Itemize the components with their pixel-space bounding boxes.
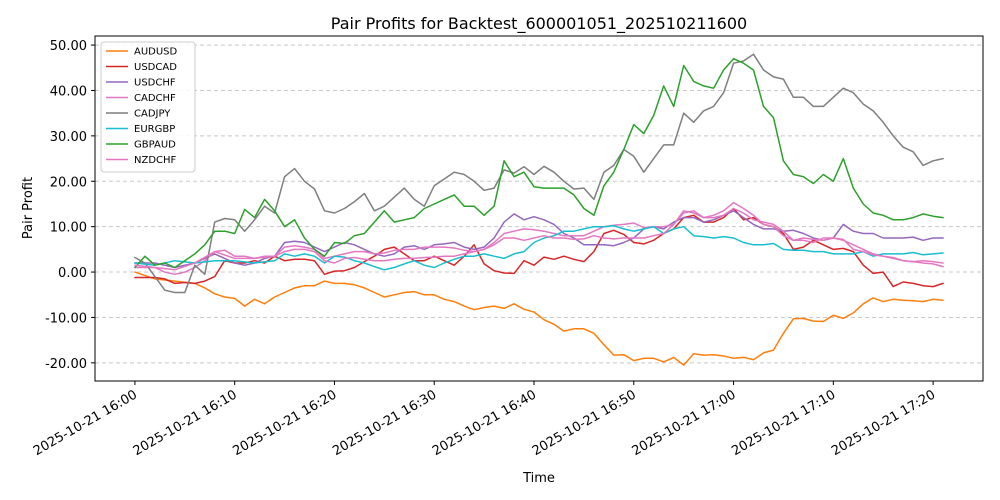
series-line-cadjpy bbox=[134, 53, 944, 294]
legend-label-eurgbp: EURGBP bbox=[134, 124, 175, 135]
series-line-audusd bbox=[134, 271, 944, 366]
legend-label-audusd: AUDUSD bbox=[134, 47, 178, 58]
y-tick-label: 40.00 bbox=[50, 84, 87, 99]
y-tick-label: -20.00 bbox=[45, 357, 87, 372]
y-axis-title: Pair Profit bbox=[21, 177, 36, 239]
y-tick-label: 50.00 bbox=[50, 39, 87, 54]
x-axis-title: Time bbox=[522, 471, 555, 486]
legend-label-cadjpy: CADJPY bbox=[134, 109, 171, 120]
chart-title: Pair Profits for Backtest_600001051_2025… bbox=[331, 14, 747, 34]
legend-label-nzdchf: NZDCHF bbox=[134, 155, 177, 166]
series-line-nzdchf bbox=[134, 201, 944, 271]
y-tick-label: 10.00 bbox=[50, 221, 87, 236]
legend-box bbox=[100, 41, 196, 173]
series-lines bbox=[134, 53, 944, 366]
series-line-gbpaud bbox=[134, 57, 944, 269]
legend-label-gbpaud: GBPAUD bbox=[134, 140, 176, 151]
y-axis: -20.00 -10.00 0.00 10.00 20.00 30.00 40.00 50.0… bbox=[45, 39, 95, 372]
y-tick-label: -10.00 bbox=[45, 311, 87, 326]
legend-label-usdcad: USDCAD bbox=[134, 62, 177, 73]
grid-lines bbox=[95, 44, 983, 364]
plot-frame bbox=[94, 35, 984, 382]
y-tick-label: 0.00 bbox=[58, 266, 87, 281]
y-tick-label: 20.00 bbox=[50, 175, 87, 190]
legend-label-cadchf: CADCHF bbox=[134, 93, 176, 104]
y-tick-label: 30.00 bbox=[50, 130, 87, 145]
series-line-cadchf bbox=[134, 207, 944, 276]
legend-label-usdchf: USDCHF bbox=[134, 78, 176, 89]
legend: AUDUSD USDCAD USDCHF CADCHF CADJPY EURGBP GBPA… bbox=[100, 41, 196, 173]
